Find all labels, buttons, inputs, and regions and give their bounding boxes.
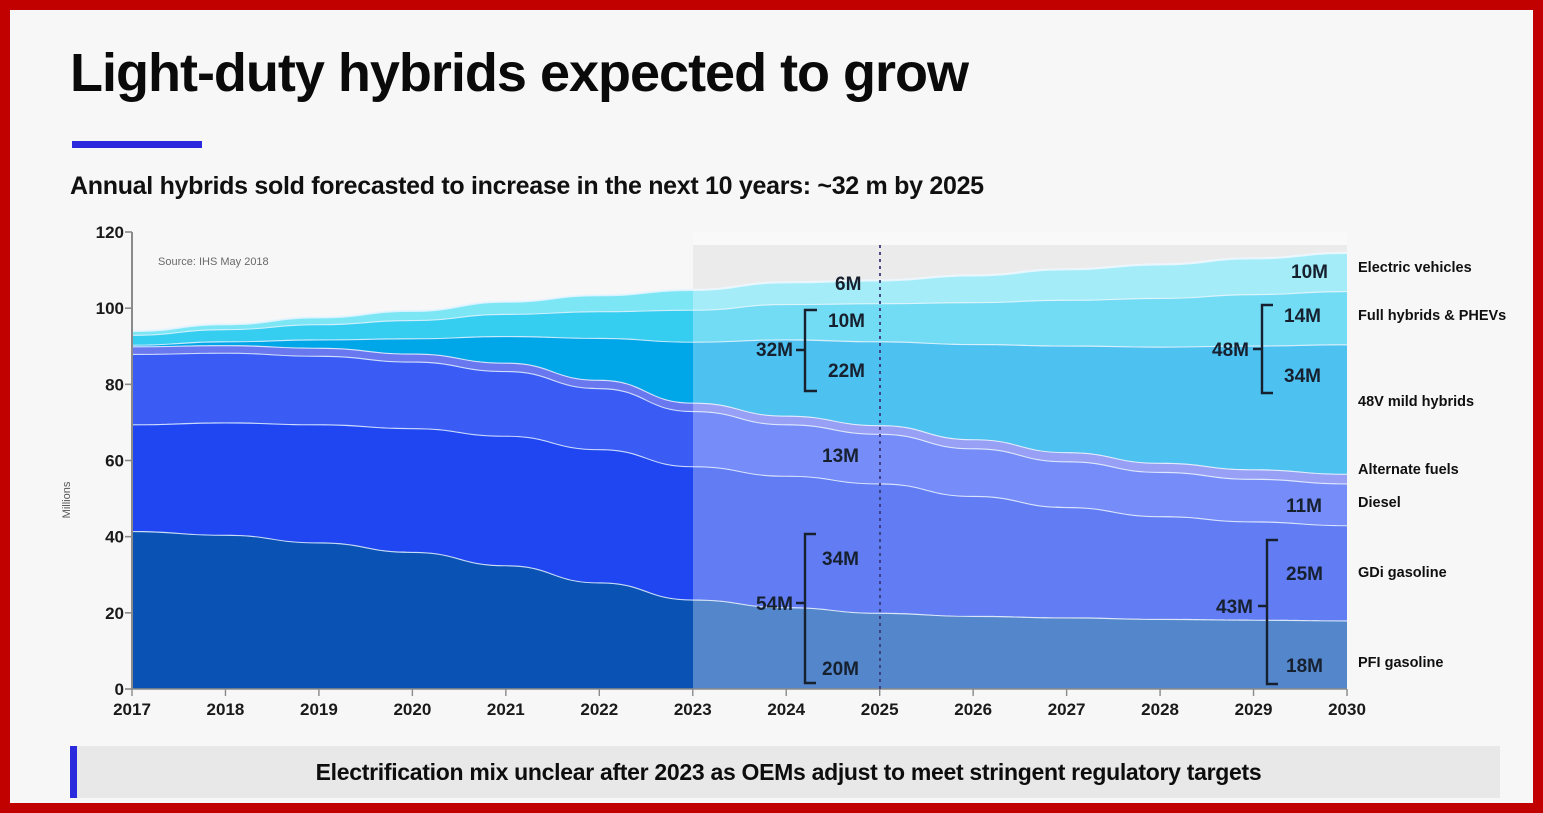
- x-tick-label: 2017: [113, 700, 151, 719]
- right-annotations: 10M 14M 34M 48M 11M 25M 18M 43M: [1212, 262, 1328, 686]
- annotation-mid-34m: 34M: [822, 549, 859, 570]
- area-band-pfi-gasoline: [132, 531, 1347, 689]
- forecast-lighten-overlay: [693, 232, 1347, 689]
- x-tick-label: 2023: [674, 700, 712, 719]
- legend-item-48v-mild-hybrids: 48V mild hybrids: [1358, 394, 1474, 410]
- x-tick-label: 2020: [393, 700, 431, 719]
- annotation-mid-20m: 20M: [822, 659, 859, 680]
- area-band-diesel: [132, 352, 1347, 526]
- slide-frame: Light-duty hybrids expected to grow Annu…: [10, 10, 1533, 803]
- annotation-right-14m: 14M: [1284, 306, 1321, 327]
- annotation-mid-32m: 32M: [756, 340, 793, 361]
- x-tick-label: 2024: [767, 700, 805, 719]
- x-tick-label: 2025: [861, 700, 899, 719]
- y-tick-label: 0: [115, 680, 124, 699]
- bracket-right-hybrids: [1253, 303, 1273, 395]
- page-title: Light-duty hybrids expected to grow: [70, 43, 969, 103]
- area-band-edge: [132, 251, 1347, 333]
- y-tick-label: 60: [105, 452, 124, 471]
- x-tick-label: 2021: [487, 700, 525, 719]
- annotation-right-10m: 10M: [1291, 262, 1328, 283]
- x-tick-label: 2028: [1141, 700, 1179, 719]
- bracket-right-gasoline: [1258, 538, 1278, 686]
- y-axis-unit-label: Millions: [61, 481, 73, 518]
- x-tick-label: 2019: [300, 700, 338, 719]
- x-tick-label: 2026: [954, 700, 992, 719]
- annotation-right-43m: 43M: [1216, 597, 1253, 618]
- subtitle: Annual hybrids sold forecasted to increa…: [70, 172, 984, 200]
- x-tick-label: 2022: [580, 700, 618, 719]
- legend-item-full-hybrids-phevs: Full hybrids & PHEVs: [1358, 308, 1506, 324]
- bracket-mid-gasoline: [796, 532, 816, 685]
- annotation-mid-10m: 10M: [828, 311, 865, 332]
- x-tick-label: 2018: [207, 700, 245, 719]
- footer-callout-bar: Electrification mix unclear after 2023 a…: [70, 746, 1500, 798]
- annotation-right-48m: 48M: [1212, 340, 1249, 361]
- annotation-right-25m: 25M: [1286, 564, 1323, 585]
- y-tick-label: 80: [105, 375, 124, 394]
- y-axis-ticks: 0 20 40 60 80 100 120: [96, 223, 132, 699]
- x-tick-label: 2029: [1235, 700, 1273, 719]
- area-band-electric-vehicles: [132, 252, 1347, 335]
- legend-item-alternate-fuels: Alternate fuels: [1358, 462, 1459, 478]
- y-tick-label: 20: [105, 604, 124, 623]
- area-band-edge: [132, 334, 1347, 348]
- area-band-full-hybrids-phevs: [132, 291, 1347, 347]
- annotation-mid-13m: 13M: [822, 446, 859, 467]
- y-tick-label: 100: [96, 299, 124, 318]
- legend-item-pfi-gasoline: PFI gasoline: [1358, 655, 1443, 671]
- source-note: Source: IHS May 2018: [158, 256, 269, 268]
- annotation-mid-22m: 22M: [828, 361, 865, 382]
- annotation-mid-54m: 54M: [756, 594, 793, 615]
- legend-item-gdi-gasoline: GDi gasoline: [1358, 565, 1447, 581]
- stacked-area-chart: 0 20 40 60 80 100 120 2017 2018 2019 2020 2021 2022…: [10, 210, 1533, 730]
- area-band-alternate-fuels: [132, 345, 1347, 484]
- chart-legend: Electric vehicles Full hybrids & PHEVs 48V…: [1358, 260, 1506, 671]
- y-tick-label: 120: [96, 223, 124, 242]
- legend-item-electric-vehicles: Electric vehicles: [1358, 260, 1472, 276]
- area-band-48v-mild-hybrids: [132, 336, 1347, 474]
- annotation-right-11m: 11M: [1286, 496, 1322, 517]
- area-bands-group: [132, 251, 1347, 689]
- bracket-mid-hybrids: [796, 308, 817, 393]
- legend-item-diesel: Diesel: [1358, 495, 1401, 511]
- footer-callout-text: Electrification mix unclear after 2023 a…: [315, 758, 1262, 785]
- x-tick-label: 2030: [1328, 700, 1366, 719]
- annotation-mid-6m: 6M: [835, 274, 861, 295]
- y-tick-label: 40: [105, 528, 124, 547]
- annotation-right-18m: 18M: [1286, 656, 1323, 677]
- title-accent-rule: [72, 141, 202, 148]
- mid-annotations: 6M 10M 22M 32M 13M 34M 20M 54M: [756, 274, 865, 685]
- x-axis-ticks: 2017 2018 2019 2020 2021 2022 2023 2024 2025 2026…: [113, 689, 1366, 719]
- annotation-right-34m: 34M: [1284, 366, 1321, 387]
- x-tick-label: 2027: [1048, 700, 1086, 719]
- area-band-gdi-gasoline: [132, 422, 1347, 621]
- chart-svg: 0 20 40 60 80 100 120 2017 2018 2019 2020 2021 2022…: [61, 223, 1506, 719]
